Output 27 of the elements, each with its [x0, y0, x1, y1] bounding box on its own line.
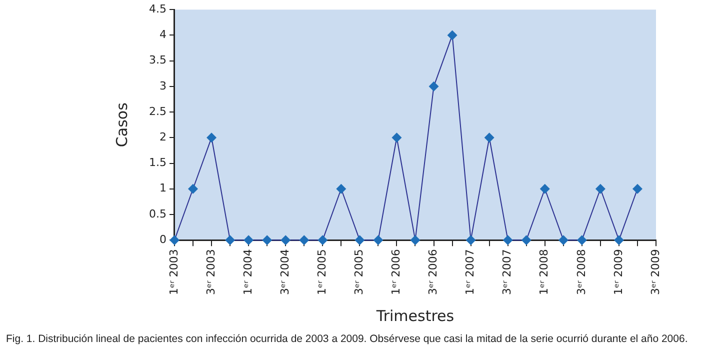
y-axis-title: Casos: [112, 102, 131, 148]
x-axis-title: Trimestres: [375, 306, 454, 325]
y-tick-label: 2.5: [148, 104, 166, 118]
y-tick-label: 4: [159, 28, 166, 42]
x-tick-label: 3ᵉʳ 2005: [352, 249, 366, 296]
x-tick-label: 1ᵉʳ 2009: [612, 249, 625, 296]
y-tick-label: 4.5: [148, 2, 166, 16]
x-tick-label: 3ᵉʳ 2006: [426, 249, 440, 296]
y-tick-label: 1.5: [148, 156, 166, 170]
x-tick-label: 3ᵉʳ 2003: [204, 249, 218, 296]
x-tick-label: 3ᵉʳ 2009: [648, 249, 662, 296]
y-tick-label: 3: [159, 79, 166, 92]
y-tick-label: 0.5: [148, 207, 166, 220]
x-tick-label: 1ᵉʳ 2003: [167, 249, 180, 296]
x-tick-label: 1ᵉʳ 2004: [241, 249, 254, 296]
x-tick-label: 1ᵉʳ 2008: [538, 249, 551, 296]
x-tick-label: 1ᵉʳ 2006: [390, 249, 403, 296]
y-tick-label: 3.5: [148, 54, 166, 67]
x-tick-label: 3ᵉʳ 2004: [278, 249, 292, 296]
caption: Fig. 1. Distribución lineal de pacientes con infección ocurrida de 2003 a 2009. Obsérvese que casi la mitad de la serie ocurrió durante el año 2006.: [6, 333, 689, 345]
x-tick-label: 3ᵉʳ 2008: [574, 249, 588, 296]
x-tick-label: 1ᵉʳ 2005: [316, 249, 329, 296]
y-tick-label: 1: [159, 182, 166, 195]
x-tick-label: 3ᵉʳ 2007: [500, 249, 514, 296]
x-tick-label: 1ᵉʳ 2007: [464, 249, 477, 296]
y-tick-label: 2: [159, 130, 166, 144]
y-tick-label: 0: [159, 232, 166, 246]
